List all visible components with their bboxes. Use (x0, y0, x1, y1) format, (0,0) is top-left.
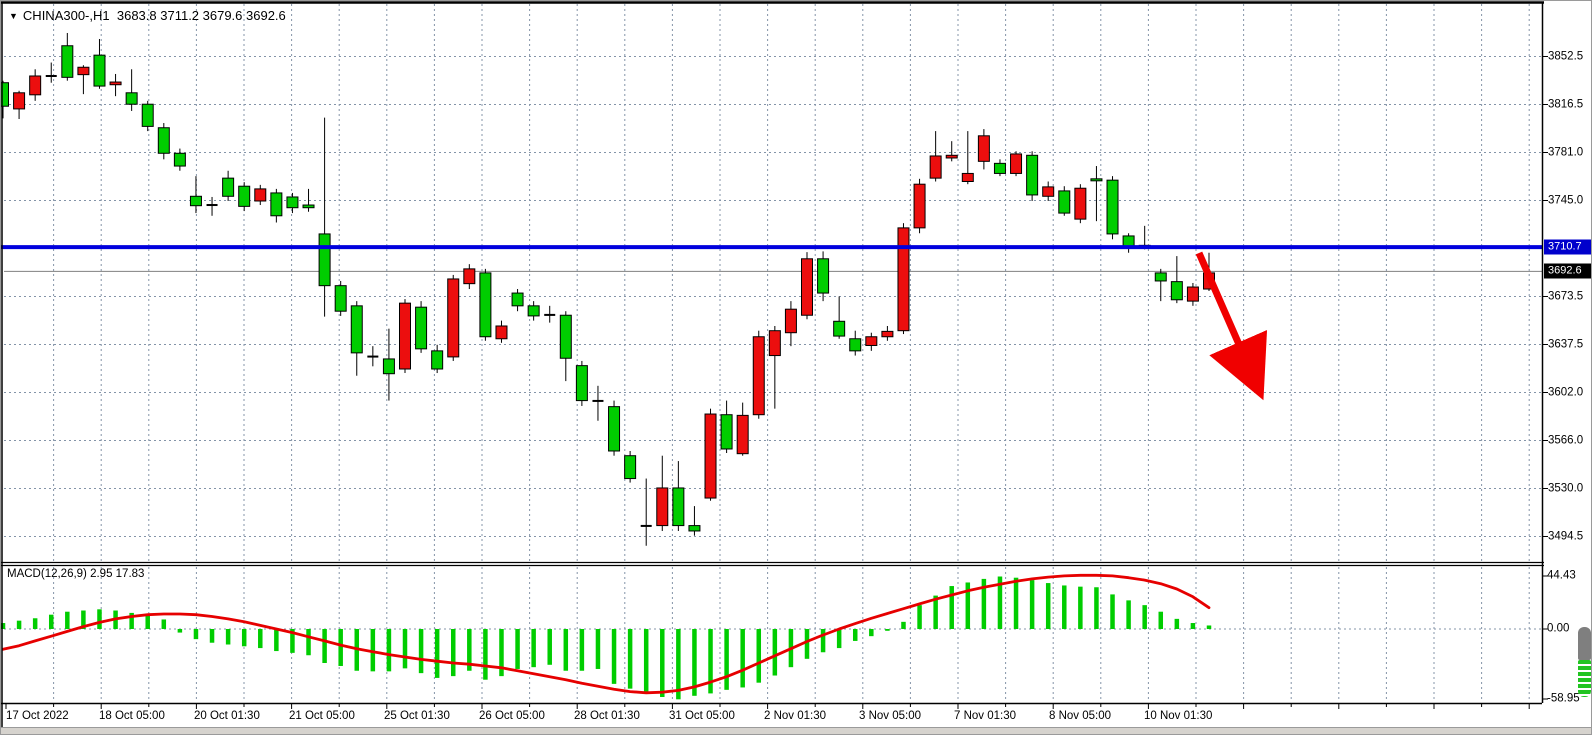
scrollbar[interactable] (1578, 627, 1591, 697)
symbol-name: CHINA300-,H1 (22, 8, 110, 23)
symbol-dropdown-icon[interactable]: ▼ (9, 11, 18, 21)
time-axis-label: 28 Oct 01:30 (574, 710, 640, 722)
time-axis-label: 10 Nov 01:30 (1144, 710, 1213, 722)
time-axis-label: 18 Oct 05:00 (99, 710, 165, 722)
time-axis-label: 21 Oct 05:00 (289, 710, 355, 722)
last-price-tag: 3692.6 (1544, 263, 1591, 279)
time-axis-label: 7 Nov 01:30 (954, 710, 1017, 722)
time-axis-label: 20 Oct 01:30 (194, 710, 260, 722)
time-axis-label: 31 Oct 05:00 (669, 710, 735, 722)
price-axis-label: 3673.5 (1548, 290, 1584, 302)
scrollbar-track-striped[interactable] (1578, 660, 1591, 697)
price-axis-label: 3637.5 (1548, 338, 1584, 350)
window-bottom-strip (1, 727, 1591, 734)
time-axis-label: 3 Nov 05:00 (859, 710, 922, 722)
price-axis-label: 3781.0 (1548, 146, 1584, 158)
price-axis-label: 3530.0 (1548, 482, 1584, 494)
hline-price-tag[interactable]: 3710.7 (1544, 239, 1591, 255)
price-axis-label: 3494.5 (1548, 530, 1584, 542)
price-axis-label: 3566.0 (1548, 434, 1584, 446)
time-axis-label: 25 Oct 01:30 (384, 710, 450, 722)
symbol-title: ▼ CHINA300-,H1 3683.8 3711.2 3679.6 3692.… (9, 8, 286, 23)
time-axis-label: 2 Nov 01:30 (764, 710, 827, 722)
price-axis-label: 3852.5 (1548, 50, 1584, 62)
price-axis-label: 3816.5 (1548, 98, 1584, 110)
time-axis-label: 17 Oct 2022 (6, 710, 69, 722)
macd-axis-label: 44.43 (1547, 569, 1576, 582)
price-axis-label: 3602.0 (1548, 386, 1584, 398)
macd-axis-label: -58.95 (1547, 692, 1580, 705)
time-axis-label: 8 Nov 05:00 (1049, 710, 1112, 722)
time-axis-label: 26 Oct 05:00 (479, 710, 545, 722)
price-axis-label: 3745.0 (1548, 194, 1584, 206)
scrollbar-thumb[interactable] (1578, 627, 1591, 660)
macd-indicator-label: MACD(12,26,9) 2.95 17.83 (7, 568, 145, 580)
macd-axis-label: 0.00 (1547, 622, 1570, 635)
ohlc-readout: 3683.8 3711.2 3679.6 3692.6 (116, 8, 286, 23)
